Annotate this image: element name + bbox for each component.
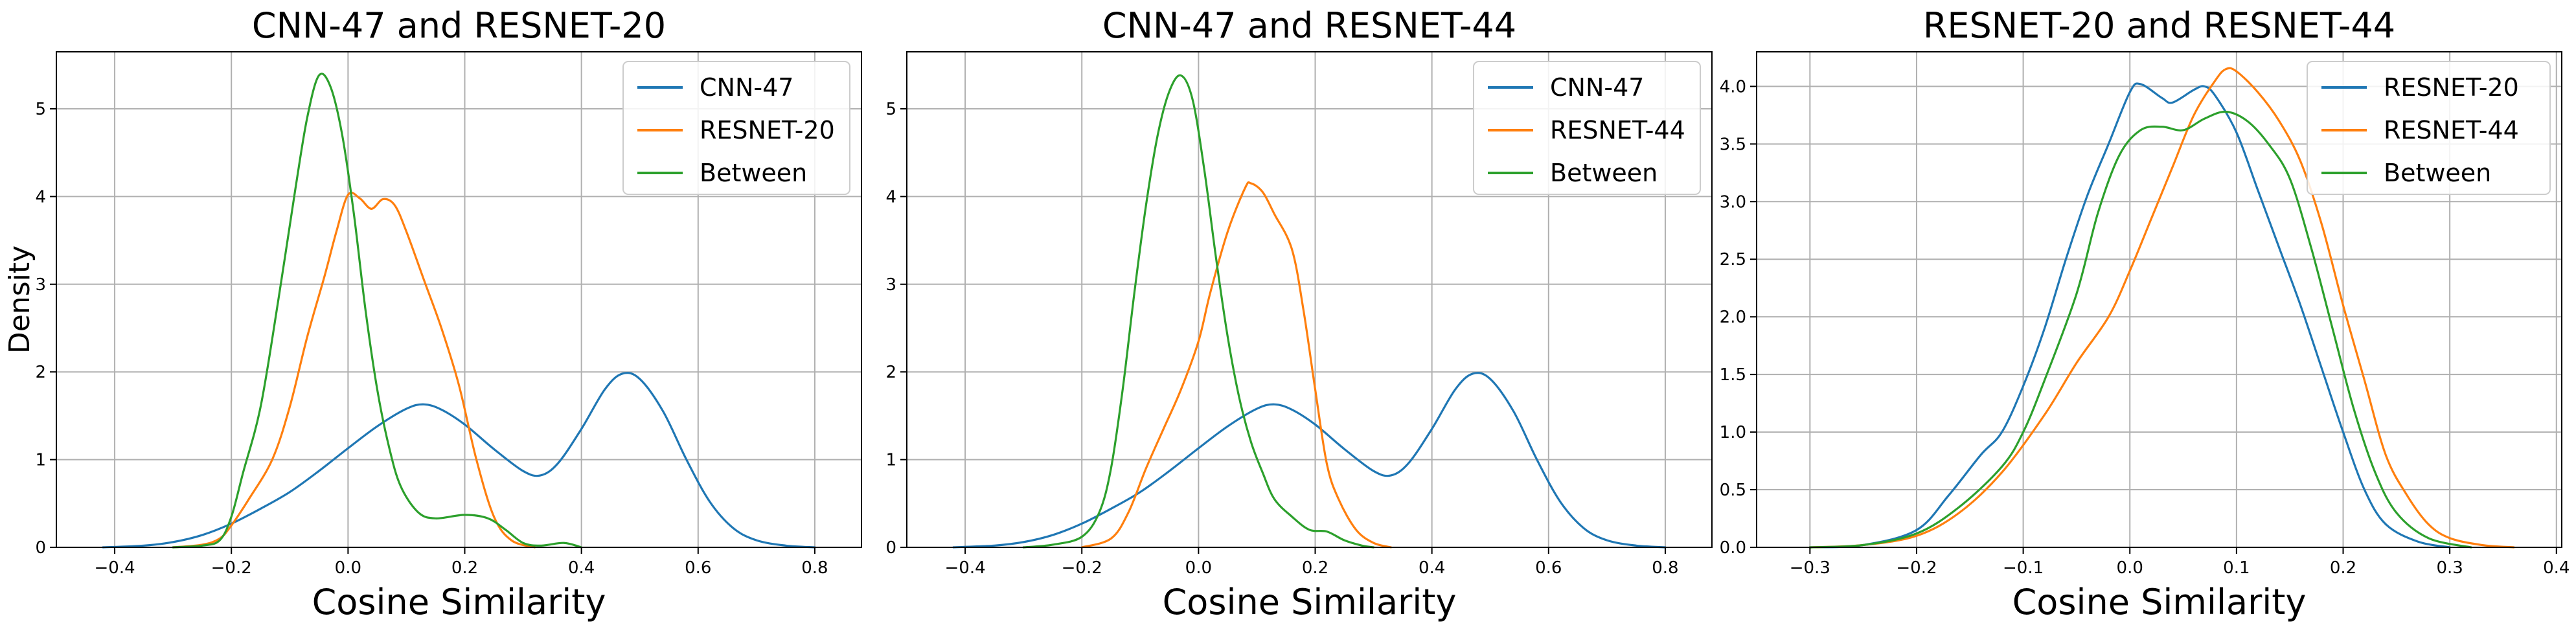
x-tick-label: 0.0 [1185,558,1212,578]
legend-label: CNN-47 [1550,73,1644,102]
y-tick-label: 0.5 [1720,481,1746,500]
y-tick-label: 4 [35,187,46,207]
x-tick-label: 0.0 [2117,558,2143,578]
series-line-resnet-20 [172,191,536,549]
x-tick-label: 0.6 [685,558,711,578]
axes-frame [906,51,1713,548]
legend-label: RESNET-20 [2384,73,2519,102]
y-tick-label: 3.0 [1720,192,1746,212]
series-line-between [1022,74,1375,549]
series-line-resnet-44 [1808,67,2515,549]
x-tick-label: 0.4 [568,558,595,578]
legend-label: RESNET-44 [2384,116,2519,144]
y-tick-label: 5 [885,100,896,119]
x-tick-label: −0.1 [2003,558,2044,578]
y-tick-label: 2 [35,363,46,382]
chart-title: CNN-47 and RESNET-44 [1102,5,1516,46]
series-line-cnn-47 [102,372,816,549]
legend: RESNET-20 RESNET-44 Between [2307,61,2551,195]
legend-label: CNN-47 [700,73,793,102]
legend: CNN-47 RESNET-20 Between [622,61,850,195]
y-tick-label: 5 [35,100,46,119]
legend-box [2307,61,2551,195]
y-tick-label: 3.5 [1720,135,1746,154]
chart-panel-2: −0.4 −0.2 0.0 0.2 0.4 0.6 0.8 0 1 2 3 4 5 CNN-47 and … [885,5,1713,622]
x-tick-label: 0.1 [2223,558,2250,578]
y-tick-label: 1 [885,451,896,470]
x-tick-label: 0.4 [1419,558,1445,578]
y-tick-label: 3 [35,275,46,295]
chart-title: RESNET-20 and RESNET-44 [1923,5,2395,46]
x-tick-label: 0.2 [451,558,478,578]
axes-frame [56,51,862,548]
legend-box [622,61,850,195]
series-line-cnn-47 [952,372,1667,549]
x-tick-label: −0.4 [945,558,986,578]
x-axis-label: Cosine Similarity [2012,582,2307,622]
y-tick-label: 2.0 [1720,308,1746,327]
chart-title: CNN-47 and RESNET-20 [252,5,666,46]
x-tick-label: 0.8 [801,558,828,578]
x-tick-label: −0.2 [211,558,252,578]
legend-label: Between [1550,159,1658,187]
legend: CNN-47 RESNET-44 Between [1473,61,1701,195]
y-tick-label: 4.0 [1720,77,1746,97]
y-tick-label: 3 [885,275,896,295]
y-tick-label: 0 [35,538,46,558]
series-line-resnet-44 [1080,181,1393,549]
x-tick-label: 0.6 [1535,558,1562,578]
y-tick-label: 1 [35,451,46,470]
x-tick-label: 0.4 [2543,558,2570,578]
y-tick-label: 1.0 [1720,423,1746,442]
axes-frame [1756,51,2562,548]
legend-label: RESNET-20 [700,116,835,144]
x-tick-label: −0.2 [1896,558,1937,578]
x-tick-label: −0.4 [95,558,135,578]
x-tick-label: 0.0 [335,558,361,578]
y-tick-label: 0.0 [1720,538,1746,558]
legend-label: Between [2384,159,2491,187]
legend-box [1473,61,1701,195]
series-line-resnet-20 [1808,82,2451,549]
x-tick-label: 0.8 [1652,558,1678,578]
x-tick-label: −0.3 [1790,558,1830,578]
series-line-between [172,73,583,549]
x-tick-label: −0.2 [1062,558,1102,578]
x-tick-label: 0.3 [2436,558,2463,578]
x-tick-label: 0.2 [1302,558,1328,578]
legend-label: RESNET-44 [1550,116,1685,144]
y-tick-label: 0 [885,538,896,558]
chart-panel-1: −0.4 −0.2 0.0 0.2 0.4 0.6 0.8 0 1 2 3 4 5 CNN-47 and … [35,5,862,622]
y-axis-label: Density [3,245,36,354]
y-tick-label: 2 [885,363,896,382]
y-tick-label: 1.5 [1720,365,1746,385]
legend-label: Between [700,159,807,187]
chart-panel-3: −0.3 −0.2 −0.1 0.0 0.1 0.2 0.3 0.4 0.0 0.5 1.0 1.5 2… [1720,5,2570,622]
series-line-between [1808,110,2472,549]
x-axis-label: Cosine Similarity [1163,582,1457,622]
x-axis-label: Cosine Similarity [312,582,606,622]
x-tick-label: 0.2 [2330,558,2356,578]
y-tick-label: 2.5 [1720,250,1746,269]
y-tick-label: 4 [885,187,896,207]
